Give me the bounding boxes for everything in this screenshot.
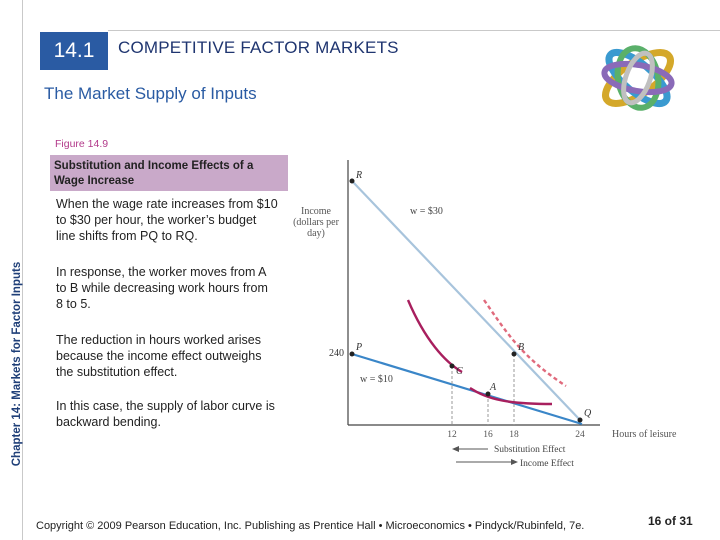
label-c: C xyxy=(456,366,463,377)
section-title: COMPETITIVE FACTOR MARKETS xyxy=(118,38,399,57)
figure-label: Figure 14.9 xyxy=(55,138,109,150)
point-c xyxy=(449,363,455,369)
x-tick-16: 16 xyxy=(483,430,493,440)
paragraph-worker-moves: In response, the worker moves from A to … xyxy=(56,265,268,311)
y-tick-240: 240 xyxy=(329,348,344,359)
x-tick-18: 18 xyxy=(509,430,519,440)
y-axis-label-line1: Income xyxy=(301,206,332,217)
paragraph-backward-bending: In this case, the supply of labor curve … xyxy=(56,399,275,429)
budget-line-high-wage xyxy=(351,180,581,421)
section-number: 14.1 xyxy=(40,32,108,70)
income-effect-label: Income Effect xyxy=(520,458,574,469)
x-tick-24: 24 xyxy=(575,430,585,440)
x-tick-12: 12 xyxy=(447,430,457,440)
rings-logo xyxy=(601,45,675,111)
label-wage-low: w = $10 xyxy=(360,374,393,385)
slide-subtitle: The Market Supply of Inputs xyxy=(44,84,257,103)
left-rule xyxy=(22,0,23,540)
page-number: 16 of 31 xyxy=(648,514,693,528)
y-axis-label-line2: (dollars per xyxy=(293,217,339,228)
footer-copyright: Copyright © 2009 Pearson Education, Inc.… xyxy=(36,520,585,532)
indifference-curve-c xyxy=(406,299,463,374)
point-r xyxy=(349,178,355,184)
income-arrowhead xyxy=(511,459,518,465)
indifference-curve-b xyxy=(483,299,567,388)
indifference-curve-a xyxy=(469,387,553,406)
paragraph-budget-shift: When the wage rate increases from $10 to… xyxy=(56,197,278,243)
label-q: Q xyxy=(584,408,592,419)
y-axis-label-line3: day) xyxy=(307,228,325,239)
paragraph-income-effect: The reduction in hours worked arises bec… xyxy=(56,333,262,379)
budget-line-low-wage xyxy=(351,352,583,426)
substitution-arrowhead xyxy=(452,446,459,452)
point-p xyxy=(349,351,355,357)
point-q xyxy=(577,417,583,423)
label-b: B xyxy=(518,342,524,353)
substitution-effect-label: Substitution Effect xyxy=(494,444,566,455)
label-p: P xyxy=(355,342,362,353)
label-wage-high: w = $30 xyxy=(410,206,443,217)
label-a: A xyxy=(489,382,497,393)
point-a xyxy=(485,391,491,397)
figure-caption: Substitution and Income Effects of a Wag… xyxy=(50,155,288,191)
point-b xyxy=(511,351,517,357)
header-rule xyxy=(108,30,720,31)
label-r: R xyxy=(355,170,362,181)
x-axis-label: Hours of leisure xyxy=(612,429,677,440)
